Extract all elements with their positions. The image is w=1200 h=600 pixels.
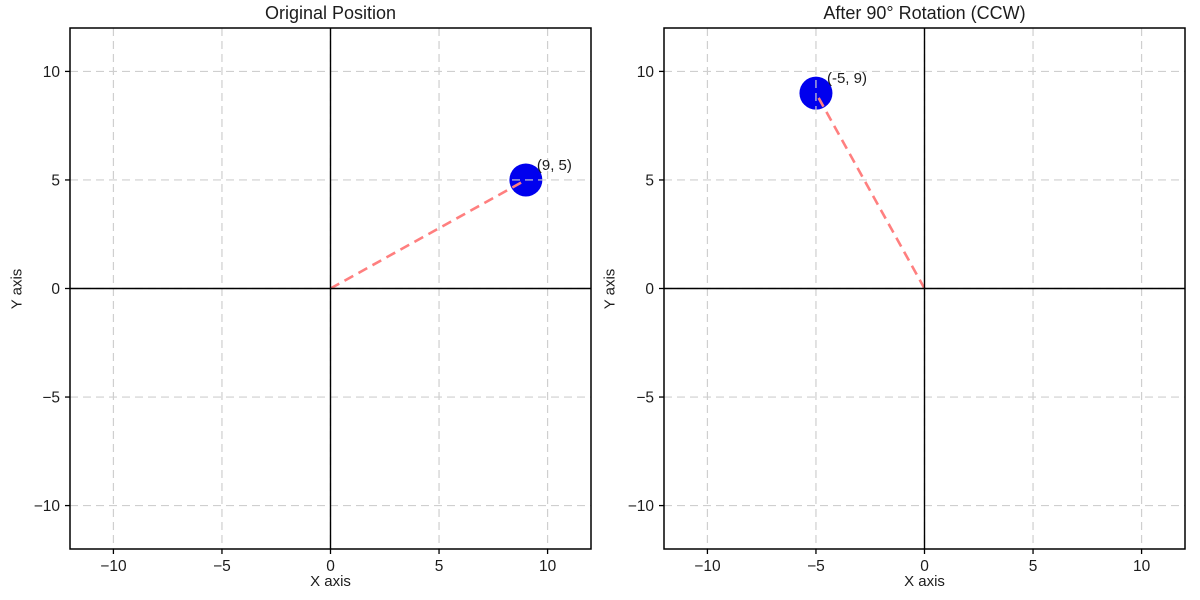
svg-text:(9, 5): (9, 5) <box>537 157 572 174</box>
plot-canvas-rotated: −10 −5 0 5 10 −10 −5 0 5 10 (-5, 9) <box>628 27 1186 575</box>
svg-text:0: 0 <box>326 558 335 575</box>
svg-text:−10: −10 <box>694 558 721 575</box>
svg-text:0: 0 <box>51 281 60 298</box>
svg-text:5: 5 <box>435 558 444 575</box>
svg-text:5: 5 <box>1029 558 1038 575</box>
svg-text:10: 10 <box>637 64 655 81</box>
x-axis-label-rotated: X axis <box>904 573 945 590</box>
svg-text:5: 5 <box>645 173 654 190</box>
svg-text:0: 0 <box>645 281 654 298</box>
svg-text:10: 10 <box>43 64 61 81</box>
svg-text:−5: −5 <box>636 390 654 407</box>
y-axis-label-rotated: Y axis <box>601 268 619 310</box>
plot-canvas-original: −10 −5 0 5 10 −10 −5 0 5 10 (9, 5) <box>34 27 592 575</box>
plot-title-rotated: After 90° Rotation (CCW) <box>823 3 1026 23</box>
x-axis-label-original: X axis <box>310 573 351 590</box>
svg-text:10: 10 <box>539 558 557 575</box>
svg-text:−5: −5 <box>213 558 231 575</box>
y-axis-label-original: Y axis <box>8 268 26 310</box>
svg-text:−5: −5 <box>807 558 825 575</box>
svg-text:0: 0 <box>920 558 929 575</box>
svg-text:10: 10 <box>1133 558 1151 575</box>
svg-text:−5: −5 <box>42 390 60 407</box>
svg-text:−10: −10 <box>34 498 61 515</box>
plot-title-original: Original Position <box>264 3 397 23</box>
svg-text:(-5, 9): (-5, 9) <box>827 70 867 87</box>
svg-text:−10: −10 <box>628 498 655 515</box>
svg-text:5: 5 <box>51 173 60 190</box>
svg-text:−10: −10 <box>100 558 127 575</box>
